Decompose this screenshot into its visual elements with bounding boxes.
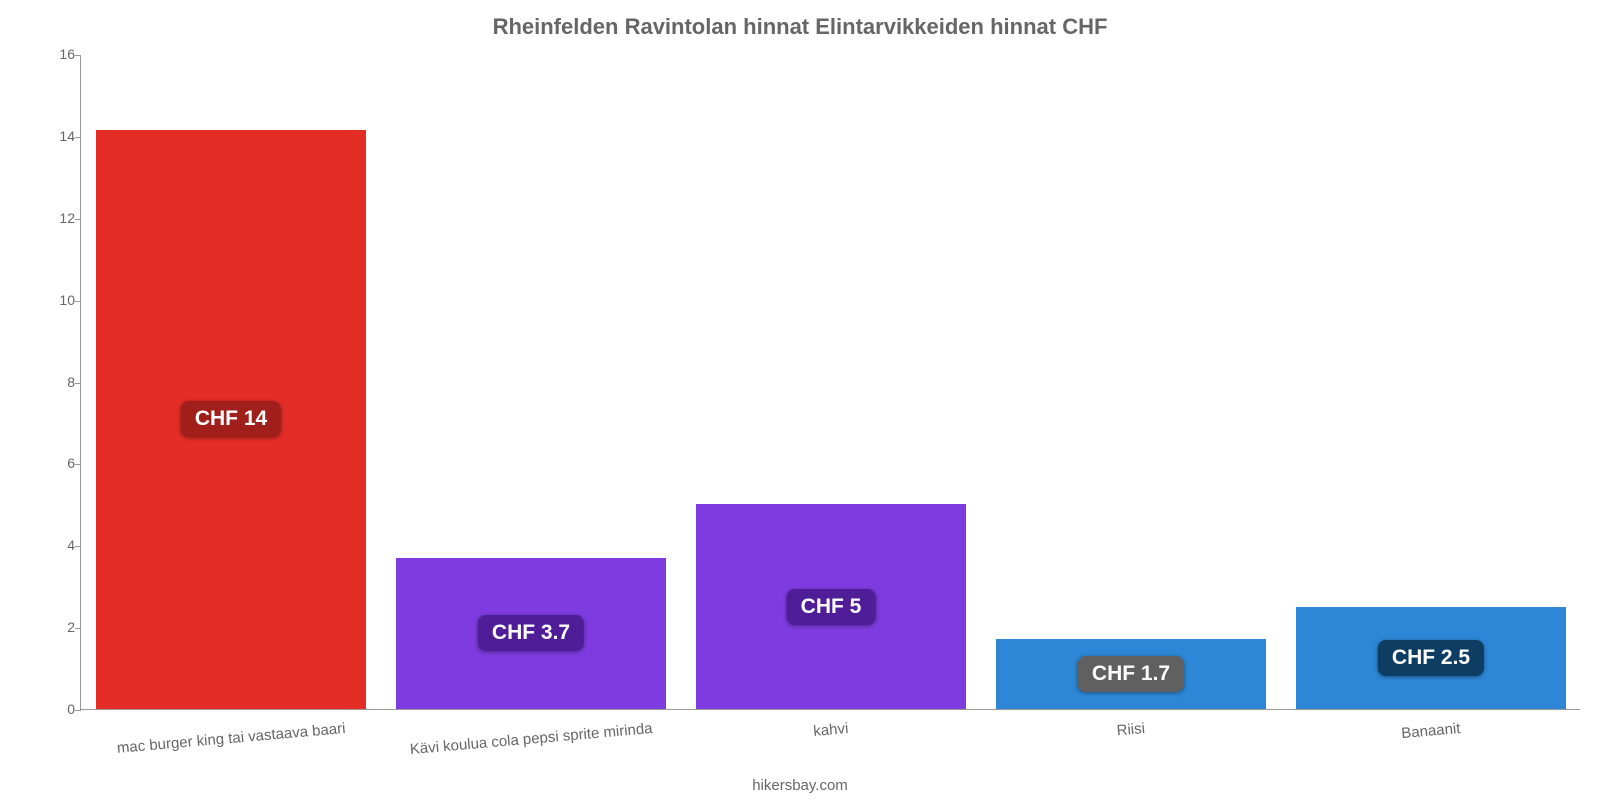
ytick-label: 6: [39, 455, 75, 471]
ytick-label: 12: [39, 210, 75, 226]
attribution: hikersbay.com: [0, 777, 1600, 794]
bar-slot: CHF 14: [81, 55, 381, 709]
ytick-label: 2: [39, 619, 75, 635]
bar-slot: CHF 2.5: [1281, 55, 1581, 709]
value-badge: CHF 2.5: [1378, 640, 1484, 676]
ytick-label: 0: [39, 701, 75, 717]
plot-area: 0246810121416 CHF 14CHF 3.7CHF 5CHF 1.7C…: [80, 55, 1580, 710]
bar-slot: CHF 3.7: [381, 55, 681, 709]
xtick-label: kahvi: [813, 720, 849, 740]
ytick-label: 10: [39, 292, 75, 308]
ytick-label: 16: [39, 46, 75, 62]
value-badge: CHF 3.7: [478, 615, 584, 651]
bar-slot: CHF 1.7: [981, 55, 1281, 709]
value-badge: CHF 14: [181, 401, 281, 437]
xtick-label: Banaanit: [1401, 720, 1461, 742]
ytick-label: 4: [39, 537, 75, 553]
value-badge: CHF 5: [787, 589, 876, 625]
xtick-label: mac burger king tai vastaava baari: [116, 720, 346, 757]
ytick-label: 8: [39, 374, 75, 390]
xtick-label: Kävi koulua cola pepsi sprite mirinda: [409, 720, 653, 758]
value-badge: CHF 1.7: [1078, 656, 1184, 692]
chart-title: Rheinfelden Ravintolan hinnat Elintarvik…: [0, 14, 1600, 40]
ytick-mark: [75, 710, 81, 711]
xtick-label: Riisi: [1116, 720, 1146, 739]
bar-slot: CHF 5: [681, 55, 981, 709]
ytick-label: 14: [39, 128, 75, 144]
